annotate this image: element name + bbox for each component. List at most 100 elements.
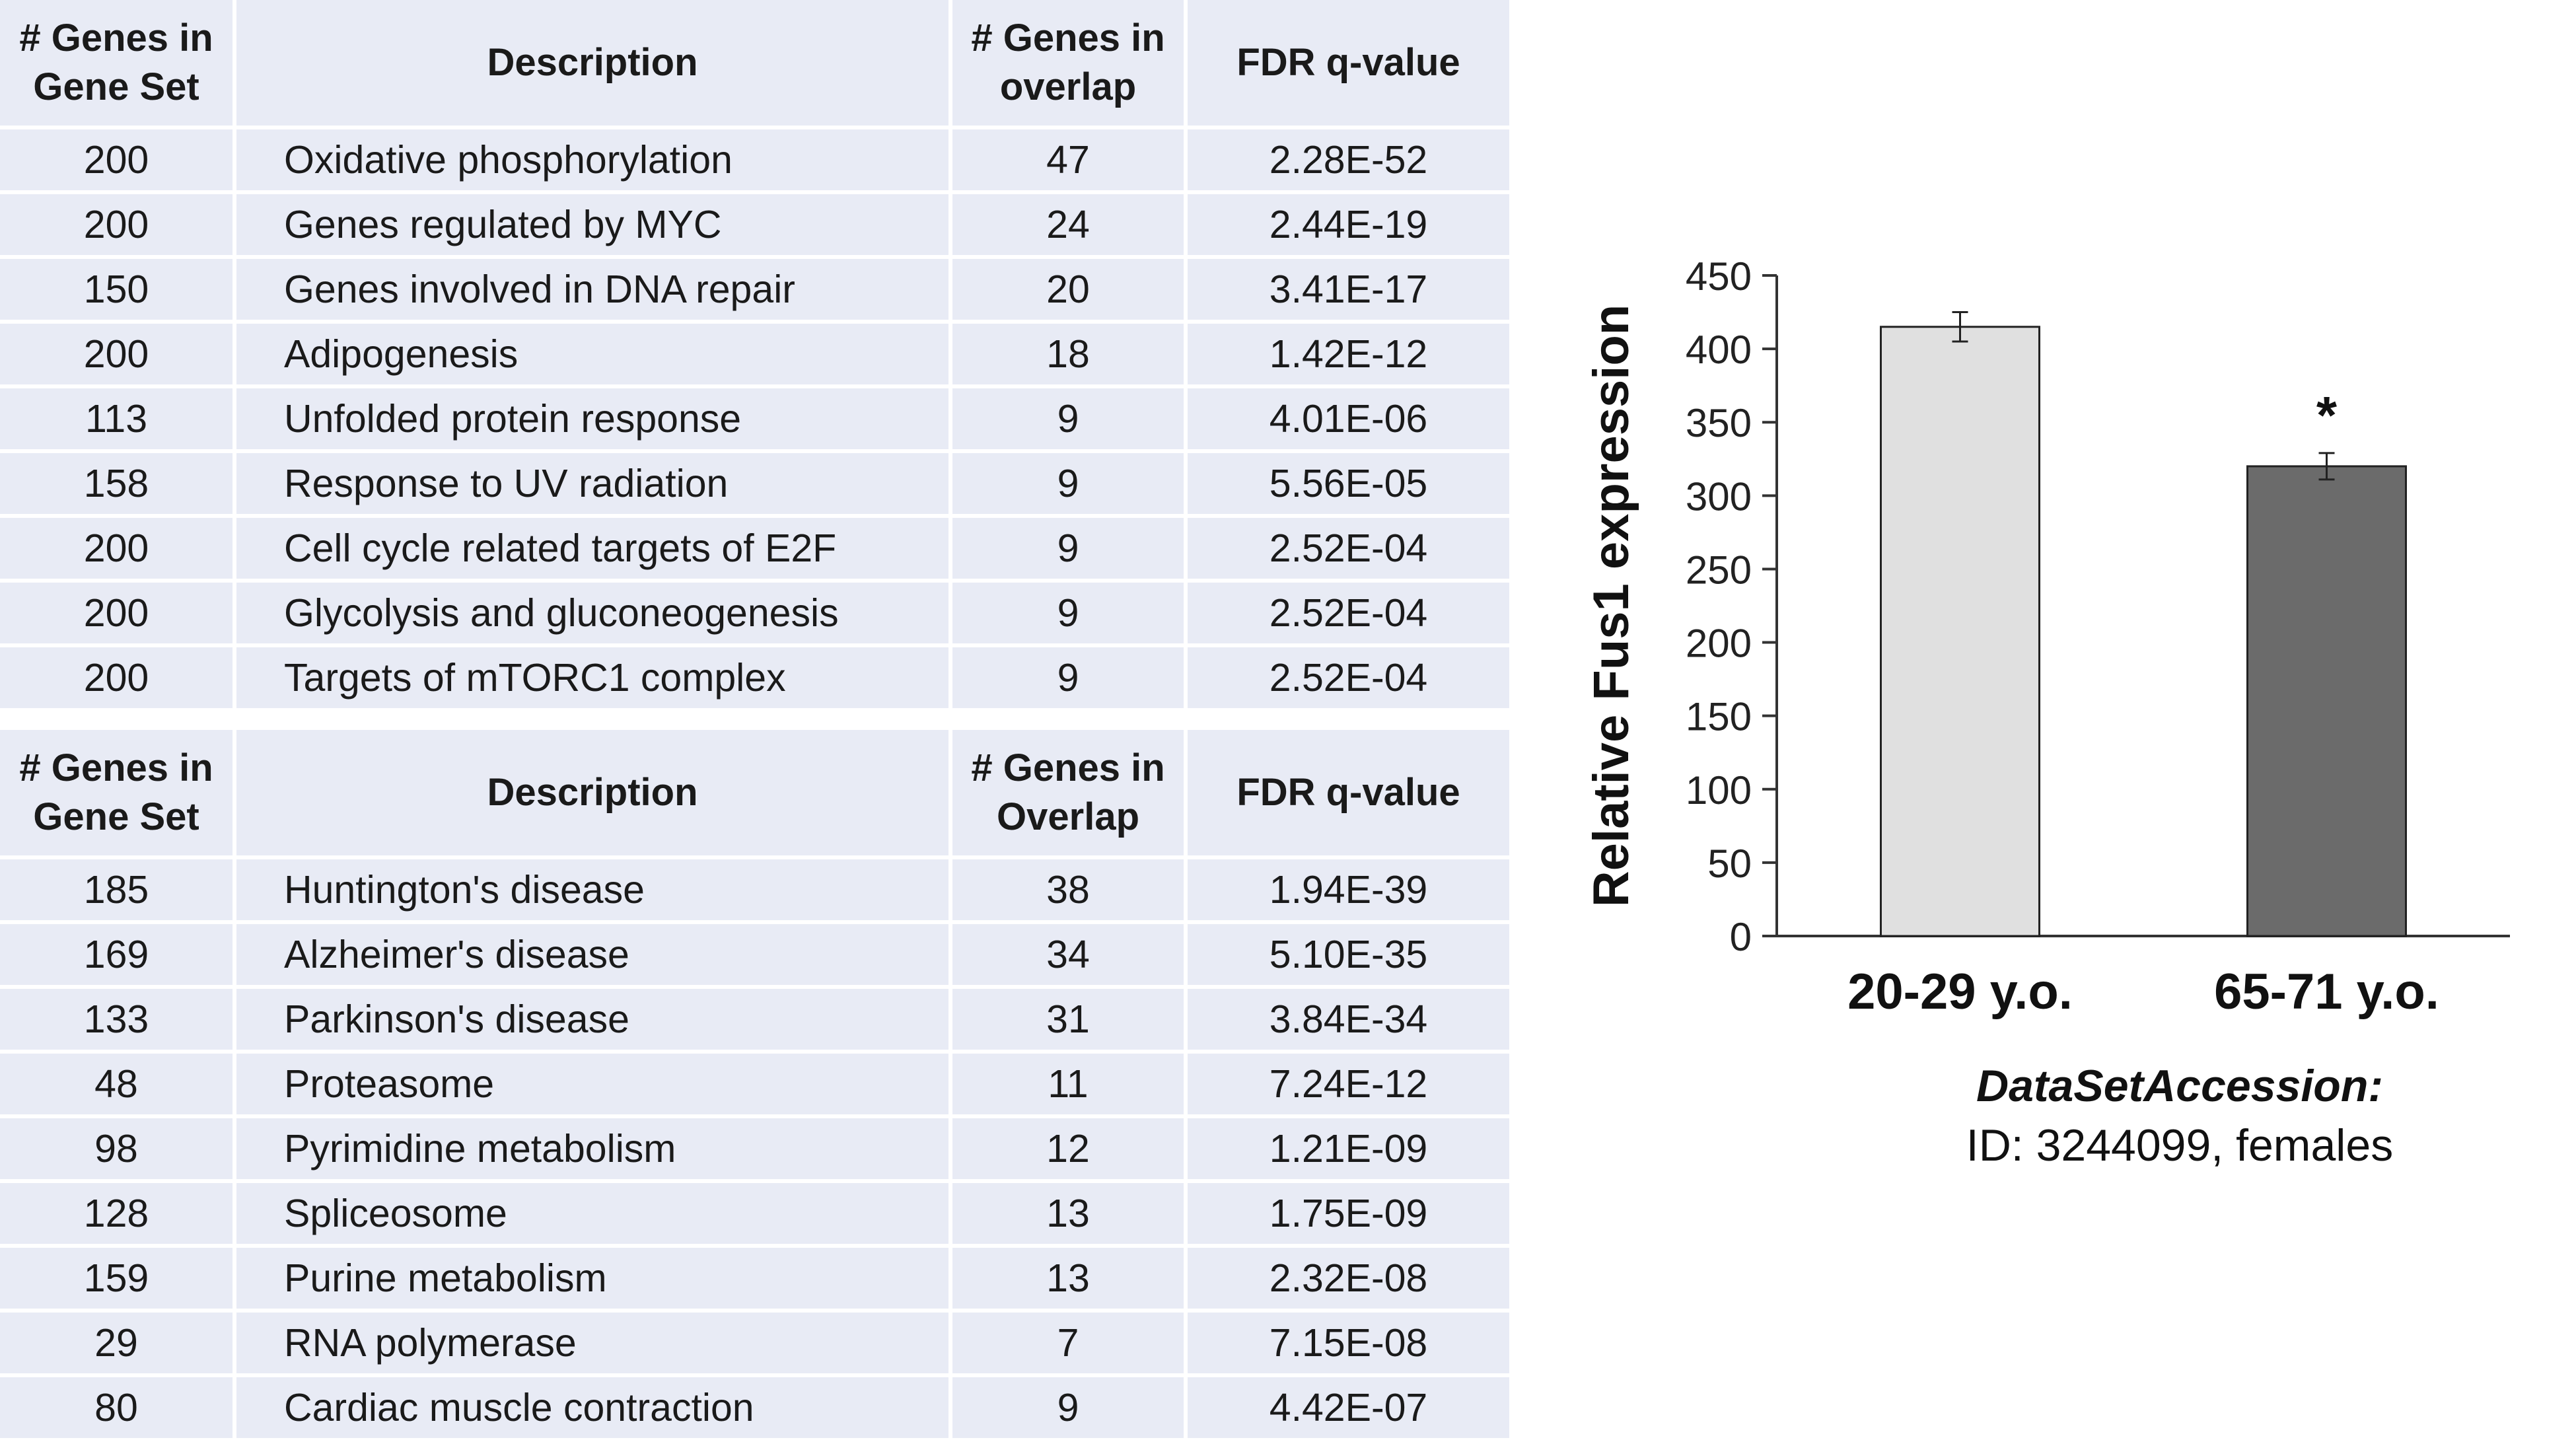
cell-genes-in-overlap: 13 <box>952 1248 1188 1313</box>
cell-description: RNA polymerase <box>236 1313 952 1377</box>
cell-genes-in-set: 80 <box>0 1377 236 1442</box>
bar-2 <box>2246 465 2407 937</box>
table-row: 200 Oxidative phosphorylation 47 2.28E-52 <box>0 129 1509 194</box>
y-axis-title: Relative Fus1 expression <box>1583 305 1639 907</box>
y-tick-label: 0 <box>1730 915 1752 959</box>
cell-genes-in-overlap: 9 <box>952 1377 1188 1442</box>
cell-genes-in-overlap: 13 <box>952 1183 1188 1248</box>
cell-genes-in-set: 113 <box>0 388 236 453</box>
cell-genes-in-set: 48 <box>0 1054 236 1118</box>
gene-set-table-top: # Genes in Gene Set Description # Genes in… <box>0 0 1509 712</box>
cell-fdr-q-value: 7.24E-12 <box>1188 1054 1509 1118</box>
y-tick-label: 100 <box>1686 768 1752 812</box>
cell-description: Genes regulated by MYC <box>236 194 952 259</box>
cell-genes-in-set: 159 <box>0 1248 236 1313</box>
x-category-label: 65-71 y.o. <box>2214 964 2439 1020</box>
cell-genes-in-set: 128 <box>0 1183 236 1248</box>
cell-fdr-q-value: 2.52E-04 <box>1188 647 1509 712</box>
cell-description: Cardiac muscle contraction <box>236 1377 952 1442</box>
cell-fdr-q-value: 2.52E-04 <box>1188 518 1509 583</box>
y-tick-label: 300 <box>1686 474 1752 519</box>
significance-marker: * <box>2316 386 2338 445</box>
y-tick-label: 50 <box>1707 842 1752 886</box>
cell-genes-in-set: 98 <box>0 1118 236 1183</box>
table-row: 98 Pyrimidine metabolism 12 1.21E-09 <box>0 1118 1509 1183</box>
cell-genes-in-overlap: 24 <box>952 194 1188 259</box>
header-genes-in-set: # Genes in Gene Set <box>0 0 236 129</box>
cell-genes-in-overlap: 34 <box>952 924 1188 989</box>
cell-description: Unfolded protein response <box>236 388 952 453</box>
cell-description: Targets of mTORC1 complex <box>236 647 952 712</box>
header-fdr-q-value: FDR q-value <box>1188 730 1509 859</box>
cell-genes-in-set: 133 <box>0 989 236 1054</box>
cell-fdr-q-value: 2.32E-08 <box>1188 1248 1509 1313</box>
cell-fdr-q-value: 1.21E-09 <box>1188 1118 1509 1183</box>
cell-genes-in-overlap: 20 <box>952 259 1188 324</box>
table-row: 200 Cell cycle related targets of E2F 9 2.5… <box>0 518 1509 583</box>
header-genes-in-overlap: # Genes in overlap <box>952 0 1188 129</box>
cell-genes-in-overlap: 9 <box>952 388 1188 453</box>
cell-description: Response to UV radiation <box>236 453 952 518</box>
cell-genes-in-set: 169 <box>0 924 236 989</box>
table-row: 150 Genes involved in DNA repair 20 3.41E-1… <box>0 259 1509 324</box>
table-row: 159 Purine metabolism 13 2.32E-08 <box>0 1248 1509 1313</box>
header-fdr-q-value: FDR q-value <box>1188 0 1509 129</box>
cell-genes-in-set: 158 <box>0 453 236 518</box>
y-tick-label: 250 <box>1686 548 1752 592</box>
y-tick-label: 350 <box>1686 401 1752 445</box>
cell-description: Alzheimer's disease <box>236 924 952 989</box>
cell-description: Pyrimidine metabolism <box>236 1118 952 1183</box>
gene-set-table-bottom: # Genes in Gene Set Description # Genes in… <box>0 730 1509 1442</box>
cell-genes-in-overlap: 9 <box>952 583 1188 647</box>
table-header-row: # Genes in Gene Set Description # Genes in… <box>0 730 1509 859</box>
table-row: 169 Alzheimer's disease 34 5.10E-35 <box>0 924 1509 989</box>
table-row: 128 Spliceosome 13 1.75E-09 <box>0 1183 1509 1248</box>
cell-genes-in-overlap: 11 <box>952 1054 1188 1118</box>
cell-description: Spliceosome <box>236 1183 952 1248</box>
cell-fdr-q-value: 4.01E-06 <box>1188 388 1509 453</box>
cell-fdr-q-value: 4.42E-07 <box>1188 1377 1509 1442</box>
cell-fdr-q-value: 5.56E-05 <box>1188 453 1509 518</box>
cell-genes-in-overlap: 31 <box>952 989 1188 1054</box>
table-row: 200 Targets of mTORC1 complex 9 2.52E-04 <box>0 647 1509 712</box>
cell-genes-in-set: 200 <box>0 194 236 259</box>
cell-fdr-q-value: 1.94E-39 <box>1188 859 1509 924</box>
cell-description: Glycolysis and gluconeogenesis <box>236 583 952 647</box>
cell-description: Purine metabolism <box>236 1248 952 1313</box>
cell-description: Oxidative phosphorylation <box>236 129 952 194</box>
y-tick-label: 450 <box>1686 254 1752 299</box>
cell-fdr-q-value: 3.41E-17 <box>1188 259 1509 324</box>
cell-genes-in-overlap: 47 <box>952 129 1188 194</box>
cell-fdr-q-value: 7.15E-08 <box>1188 1313 1509 1377</box>
cell-genes-in-overlap: 9 <box>952 647 1188 712</box>
table-header-row: # Genes in Gene Set Description # Genes in… <box>0 0 1509 129</box>
table-row: 158 Response to UV radiation 9 5.56E-05 <box>0 453 1509 518</box>
header-description: Description <box>236 0 952 129</box>
table-row: 133 Parkinson's disease 31 3.84E-34 <box>0 989 1509 1054</box>
cell-genes-in-set: 200 <box>0 324 236 388</box>
y-tick-label: 400 <box>1686 328 1752 372</box>
table-row: 113 Unfolded protein response 9 4.01E-06 <box>0 388 1509 453</box>
table-row: 200 Adipogenesis 18 1.42E-12 <box>0 324 1509 388</box>
cell-genes-in-overlap: 7 <box>952 1313 1188 1377</box>
x-category-label: 20-29 y.o. <box>1847 964 2073 1020</box>
cell-description: Adipogenesis <box>236 324 952 388</box>
cell-genes-in-set: 200 <box>0 129 236 194</box>
cell-genes-in-set: 200 <box>0 647 236 712</box>
cell-genes-in-set: 185 <box>0 859 236 924</box>
dataset-accession-title: DataSetAccession: <box>1976 1061 2384 1111</box>
cell-fdr-q-value: 2.28E-52 <box>1188 129 1509 194</box>
header-genes-in-set: # Genes in Gene Set <box>0 730 236 859</box>
bar-1 <box>1880 326 2040 937</box>
cell-description: Cell cycle related targets of E2F <box>236 518 952 583</box>
table-row: 185 Huntington's disease 38 1.94E-39 <box>0 859 1509 924</box>
cell-description: Genes involved in DNA repair <box>236 259 952 324</box>
fus1-expression-bar-chart: 0 50 100 150 200 250 300 350 400 450 Relative Fus1… <box>1583 254 2510 1020</box>
header-genes-in-overlap: # Genes in Overlap <box>952 730 1188 859</box>
dataset-id-label: ID: 3244099, females <box>1966 1120 2394 1171</box>
cell-genes-in-overlap: 9 <box>952 453 1188 518</box>
cell-description: Huntington's disease <box>236 859 952 924</box>
table-row: 200 Genes regulated by MYC 24 2.44E-19 <box>0 194 1509 259</box>
cell-fdr-q-value: 1.42E-12 <box>1188 324 1509 388</box>
cell-genes-in-overlap: 38 <box>952 859 1188 924</box>
